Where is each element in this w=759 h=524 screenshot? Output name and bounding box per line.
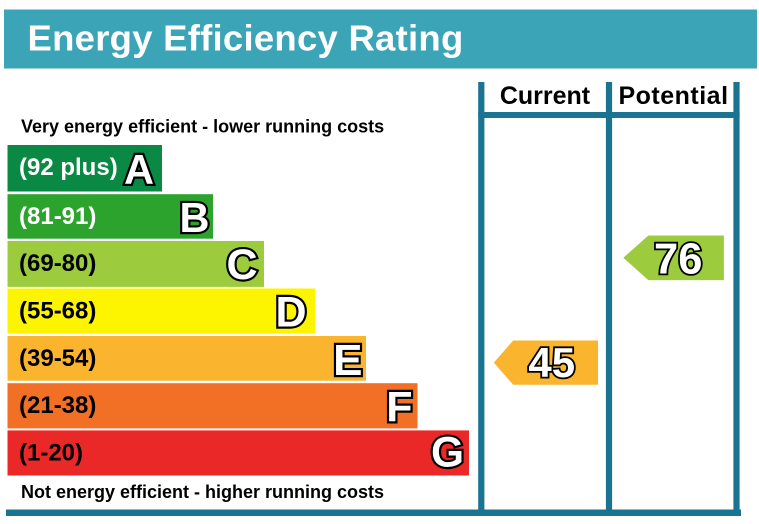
svg-text:F: F bbox=[386, 383, 412, 431]
svg-text:C: C bbox=[226, 241, 257, 289]
svg-text:(1-20): (1-20) bbox=[19, 439, 83, 466]
svg-text:45: 45 bbox=[528, 339, 575, 386]
svg-text:(55-68): (55-68) bbox=[19, 297, 96, 324]
svg-text:(69-80): (69-80) bbox=[19, 250, 96, 277]
svg-text:B: B bbox=[180, 194, 210, 241]
svg-text:A: A bbox=[124, 146, 154, 193]
svg-text:D: D bbox=[275, 289, 306, 337]
svg-text:(39-54): (39-54) bbox=[19, 345, 96, 372]
svg-text:(81-91): (81-91) bbox=[19, 203, 96, 230]
svg-text:E: E bbox=[333, 336, 362, 385]
svg-text:(21-38): (21-38) bbox=[19, 392, 96, 419]
svg-text:G: G bbox=[431, 430, 464, 477]
svg-text:Not energy efficient - higher: Not energy efficient - higher running co… bbox=[21, 482, 384, 502]
svg-text:Very energy efficient - lower: Very energy efficient - lower running co… bbox=[21, 117, 384, 137]
svg-text:Potential: Potential bbox=[618, 82, 728, 110]
svg-text:Current: Current bbox=[500, 82, 591, 110]
svg-text:76: 76 bbox=[654, 236, 702, 284]
svg-text:Energy Efficiency Rating: Energy Efficiency Rating bbox=[28, 18, 464, 59]
svg-text:(92 plus): (92 plus) bbox=[19, 154, 118, 181]
